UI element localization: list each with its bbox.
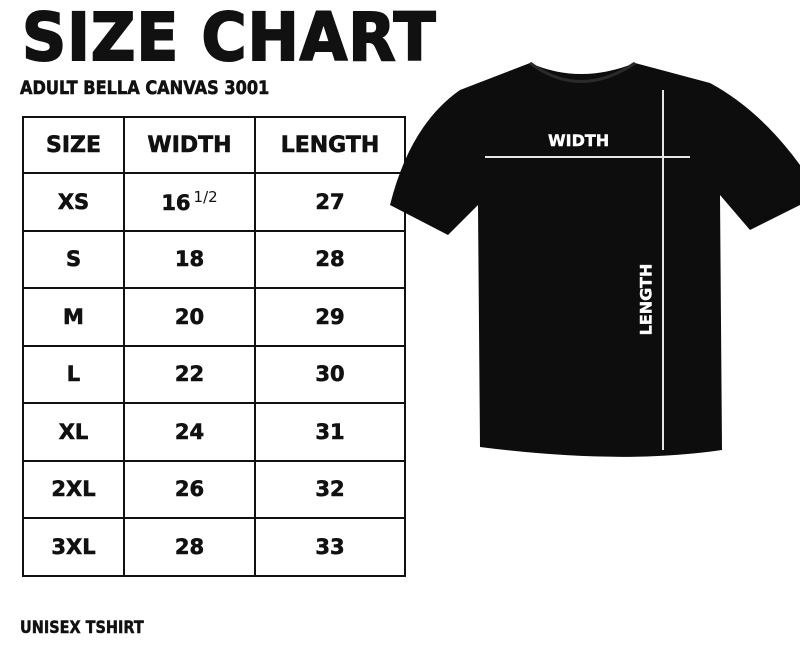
cell-length: 27 [254,172,406,232]
cell-width: 26 [123,459,256,519]
cell-size: XS [22,172,125,232]
cell-width: 22 [123,344,256,404]
width-label: WIDTH [548,131,610,150]
cell-size: S [22,229,125,289]
page-title: SIZE CHART [21,0,437,77]
tshirt-illustration [390,61,800,457]
table-row: XS 16 1/2 27 [22,172,406,232]
table-row: 2XL 26 32 [22,459,406,519]
product-subtitle: ADULT BELLA CANVAS 3001 [20,77,270,100]
cell-width: 18 [123,229,256,289]
header-length: LENGTH [254,116,406,174]
cell-size: XL [22,402,125,462]
cell-length: 30 [254,344,406,404]
width-value: 16 [161,191,191,216]
cell-length: 28 [254,229,406,289]
cell-width: 24 [123,402,256,462]
cell-width: 16 1/2 [123,172,256,232]
tshirt-shape [390,63,800,457]
cell-length: 29 [254,287,406,347]
header-size: SIZE [22,116,125,174]
cell-length: 32 [254,459,406,519]
cell-length: 33 [254,517,406,577]
size-table: SIZE WIDTH LENGTH XS 16 1/2 27 S 18 28 M 20 2… [22,116,406,577]
table-header-row: SIZE WIDTH LENGTH [22,116,406,174]
footer-note: UNISEX TSHIRT [20,618,144,639]
cell-width: 28 [123,517,256,577]
table-row: XL 24 31 [22,402,406,462]
cell-length: 31 [254,402,406,462]
width-fraction: 1/2 [193,188,218,207]
cell-size: L [22,344,125,404]
cell-size: 2XL [22,459,125,519]
table-row: L 22 30 [22,344,406,404]
table-row: M 20 29 [22,287,406,347]
header-width: WIDTH [123,116,256,174]
cell-width: 20 [123,287,256,347]
tshirt-collar [529,61,636,83]
cell-size: 3XL [22,517,125,577]
cell-size: M [22,287,125,347]
length-label: LENGTH [636,263,656,336]
table-row: S 18 28 [22,229,406,289]
table-row: 3XL 28 33 [22,517,406,577]
